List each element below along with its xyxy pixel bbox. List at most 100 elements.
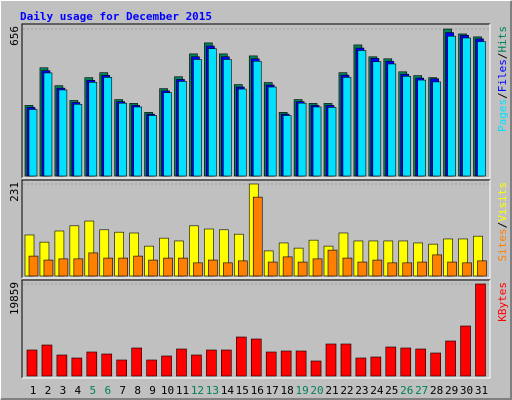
x-tick-label: 20 (310, 384, 323, 397)
x-tick-label: 26 (400, 384, 413, 397)
y-tick-label: 19859 (8, 282, 21, 315)
bar (327, 249, 338, 277)
bar (28, 255, 39, 277)
legend-separator: / (496, 92, 509, 99)
legend: Sites/Visits (496, 182, 509, 262)
legend: Pages/Files/Hits (496, 26, 509, 132)
bar (462, 37, 471, 177)
bar (417, 79, 427, 177)
bar (312, 106, 322, 177)
bar (208, 48, 217, 177)
bar (103, 257, 114, 277)
x-tick-label: 14 (221, 384, 235, 397)
bar (267, 261, 278, 277)
bar (238, 260, 248, 277)
bar (88, 82, 98, 177)
bar (357, 261, 368, 277)
bar (71, 357, 83, 377)
legend-separator: / (496, 222, 509, 229)
x-tick-label: 28 (430, 384, 443, 397)
panel-frame-dark (21, 179, 490, 278)
bar (56, 354, 68, 377)
bar (417, 261, 428, 277)
bar (325, 343, 337, 377)
bar (133, 106, 142, 177)
bar (312, 258, 323, 277)
legend-entry: Visits (496, 182, 509, 222)
panel-frame-light (22, 180, 491, 279)
bar (148, 259, 158, 277)
x-tick-label: 10 (161, 384, 174, 397)
x-tick-label: 3 (60, 384, 67, 397)
bar (58, 258, 69, 277)
bar (280, 350, 292, 377)
bar (282, 256, 293, 277)
bar (342, 257, 353, 277)
x-tick-label: 27 (415, 384, 428, 397)
bar (372, 61, 382, 177)
bar (191, 354, 202, 377)
legend-entry: KBytes (496, 282, 509, 322)
bar (327, 107, 337, 177)
bar (430, 352, 441, 377)
bar (176, 348, 187, 377)
x-tick-label: 16 (251, 384, 264, 397)
bar (462, 262, 472, 277)
bar (163, 92, 172, 177)
bar (148, 115, 157, 177)
x-tick-label: 9 (149, 384, 156, 397)
x-tick-label: 1 (30, 384, 37, 397)
bar (43, 72, 53, 177)
x-tick-label: 7 (119, 384, 126, 397)
bar (41, 344, 53, 377)
bar (475, 283, 486, 377)
bar (238, 88, 247, 177)
x-tick-label: 21 (325, 384, 338, 397)
x-tick-label: 30 (460, 384, 473, 397)
bar (477, 41, 486, 177)
bar (118, 257, 128, 277)
bar (43, 259, 54, 277)
x-tick-label: 31 (475, 384, 488, 397)
x-tick-label: 15 (236, 384, 249, 397)
bar (178, 81, 187, 177)
bar (252, 196, 263, 277)
bar (282, 115, 292, 177)
bar (387, 63, 397, 177)
bar (133, 255, 143, 277)
x-tick-label: 25 (385, 384, 398, 397)
x-tick-label: 29 (445, 384, 458, 397)
bar (267, 86, 277, 177)
legend-entry: Hits (496, 26, 509, 53)
panel-frame-dark (21, 279, 490, 378)
bar (146, 359, 157, 377)
x-tick-label: 5 (89, 384, 96, 397)
bar (445, 340, 456, 377)
bar (402, 75, 412, 177)
bar (221, 349, 232, 377)
bar (402, 262, 413, 277)
bar (193, 262, 203, 277)
x-tick-label: 22 (340, 384, 353, 397)
bar (310, 360, 322, 377)
panel-frame-dark (21, 23, 490, 178)
bar (58, 89, 68, 177)
bar (387, 262, 398, 277)
bar (223, 262, 233, 277)
bar (101, 353, 113, 377)
x-tick-label: 8 (134, 384, 141, 397)
bar (372, 259, 383, 277)
x-tick-label: 13 (206, 384, 219, 397)
bar (73, 103, 83, 177)
x-tick-label: 17 (266, 384, 279, 397)
bar (432, 254, 442, 277)
bar (88, 252, 99, 277)
y-tick-label: 231 (8, 182, 21, 202)
bar (223, 59, 232, 177)
bar (252, 60, 262, 177)
bar (385, 346, 397, 377)
legend-entry: Sites (496, 228, 509, 261)
legend: KBytes (496, 282, 509, 322)
bar (432, 81, 441, 177)
bar (206, 349, 217, 377)
